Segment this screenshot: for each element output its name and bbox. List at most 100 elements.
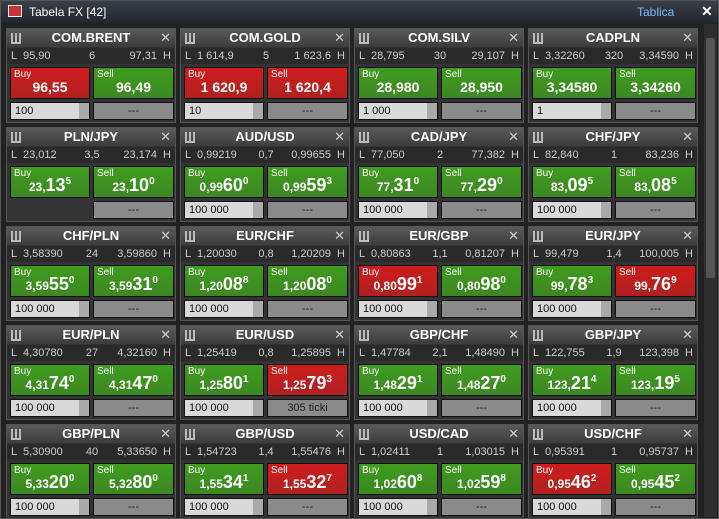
amount-input[interactable]: 1 000 (358, 102, 438, 120)
sell-button[interactable]: Sell 1,48270 (441, 364, 522, 396)
amount-spinner[interactable] (79, 103, 89, 119)
chart-icon[interactable] (185, 132, 195, 143)
buy-button[interactable]: Buy 4,31740 (10, 364, 90, 396)
amount-input[interactable]: 100 000 (532, 300, 612, 318)
amount-spinner[interactable] (253, 400, 263, 416)
tile-close[interactable]: ✕ (508, 327, 519, 342)
amount-spinner[interactable] (427, 103, 437, 119)
action-button[interactable]: --- (441, 201, 522, 219)
buy-button[interactable]: Buy 99,783 (532, 265, 612, 297)
sell-button[interactable]: Sell 123,195 (615, 364, 696, 396)
buy-button[interactable]: Buy 3,34580 (532, 67, 612, 99)
amount-spinner[interactable] (253, 202, 263, 218)
tile-close[interactable]: ✕ (160, 30, 171, 45)
chart-icon[interactable] (359, 132, 369, 143)
tile-close[interactable]: ✕ (682, 30, 693, 45)
scroll-thumb[interactable] (706, 38, 715, 278)
tile-close[interactable]: ✕ (508, 228, 519, 243)
chart-icon[interactable] (359, 429, 369, 440)
amount-input[interactable]: 100 000 (10, 498, 90, 516)
tile-close[interactable]: ✕ (334, 129, 345, 144)
action-button[interactable]: 305 ticki (267, 399, 348, 417)
tile-close[interactable]: ✕ (160, 327, 171, 342)
chart-icon[interactable] (185, 231, 195, 242)
amount-input[interactable]: 100 000 (184, 498, 264, 516)
action-button[interactable]: --- (93, 399, 174, 417)
chart-icon[interactable] (533, 132, 543, 143)
tile-close[interactable]: ✕ (334, 228, 345, 243)
buy-button[interactable]: Buy 1 620,9 (184, 67, 264, 99)
sell-button[interactable]: Sell 1,55327 (267, 463, 348, 495)
tile-close[interactable]: ✕ (160, 129, 171, 144)
sell-button[interactable]: Sell 0,95452 (615, 463, 696, 495)
amount-spinner[interactable] (601, 499, 611, 515)
amount-spinner[interactable] (427, 499, 437, 515)
sell-button[interactable]: Sell 0,99593 (267, 166, 348, 198)
chart-icon[interactable] (533, 33, 543, 44)
amount-spinner[interactable] (601, 301, 611, 317)
buy-button[interactable]: Buy 0,99600 (184, 166, 264, 198)
action-button[interactable]: --- (615, 399, 696, 417)
amount-input[interactable]: 100 000 (184, 399, 264, 417)
chart-icon[interactable] (533, 429, 543, 440)
sell-button[interactable]: Sell 3,34260 (615, 67, 696, 99)
amount-spinner[interactable] (79, 301, 89, 317)
tile-close[interactable]: ✕ (508, 30, 519, 45)
buy-button[interactable]: Buy 1,25801 (184, 364, 264, 396)
amount-input[interactable]: 100 000 (358, 399, 438, 417)
amount-spinner[interactable] (427, 400, 437, 416)
tile-close[interactable]: ✕ (682, 129, 693, 144)
action-button[interactable]: --- (441, 102, 522, 120)
action-button[interactable]: --- (441, 300, 522, 318)
amount-input[interactable]: 100 (10, 102, 90, 120)
amount-spinner[interactable] (79, 499, 89, 515)
chart-icon[interactable] (185, 33, 195, 44)
chart-icon[interactable] (359, 330, 369, 341)
sell-button[interactable]: Sell 1,02598 (441, 463, 522, 495)
chart-icon[interactable] (11, 33, 21, 44)
sell-button[interactable]: Sell 1 620,4 (267, 67, 348, 99)
sell-button[interactable]: Sell 3,59310 (93, 265, 174, 297)
chart-icon[interactable] (185, 330, 195, 341)
sell-button[interactable]: Sell 96,49 (93, 67, 174, 99)
tile-close[interactable]: ✕ (334, 327, 345, 342)
amount-spinner[interactable] (79, 400, 89, 416)
buy-button[interactable]: Buy 1,02608 (358, 463, 438, 495)
chart-icon[interactable] (533, 330, 543, 341)
amount-input[interactable]: 1 (532, 102, 612, 120)
chart-icon[interactable] (359, 231, 369, 242)
buy-button[interactable]: Buy 1,55341 (184, 463, 264, 495)
scrollbar[interactable] (704, 24, 717, 517)
sell-button[interactable]: Sell 1,25793 (267, 364, 348, 396)
action-button[interactable]: --- (615, 102, 696, 120)
buy-button[interactable]: Buy 0,80991 (358, 265, 438, 297)
action-button[interactable]: --- (93, 300, 174, 318)
action-button[interactable]: --- (615, 300, 696, 318)
amount-input[interactable]: 100 000 (358, 498, 438, 516)
tile-close[interactable]: ✕ (160, 426, 171, 441)
tile-close[interactable]: ✕ (160, 228, 171, 243)
buy-button[interactable]: Buy 3,59550 (10, 265, 90, 297)
sell-button[interactable]: Sell 77,290 (441, 166, 522, 198)
amount-input[interactable]: 100 000 (532, 399, 612, 417)
buy-button[interactable]: Buy 77,310 (358, 166, 438, 198)
mode-link[interactable]: Tablica (637, 5, 675, 19)
tile-close[interactable]: ✕ (508, 426, 519, 441)
action-button[interactable]: --- (267, 102, 348, 120)
buy-button[interactable]: Buy 123,214 (532, 364, 612, 396)
buy-button[interactable]: Buy 5,33200 (10, 463, 90, 495)
action-button[interactable]: --- (93, 102, 174, 120)
amount-input[interactable]: 100 000 (10, 300, 90, 318)
action-button[interactable]: --- (615, 498, 696, 516)
close-button[interactable]: ✕ (701, 3, 713, 19)
sell-button[interactable]: Sell 4,31470 (93, 364, 174, 396)
amount-input[interactable]: 10 (184, 102, 264, 120)
chart-icon[interactable] (533, 231, 543, 242)
action-button[interactable]: --- (267, 300, 348, 318)
sell-button[interactable]: Sell 99,769 (615, 265, 696, 297)
sell-button[interactable]: Sell 1,20080 (267, 265, 348, 297)
sell-button[interactable]: Sell 23,100 (93, 166, 174, 198)
sell-button[interactable]: Sell 83,085 (615, 166, 696, 198)
amount-spinner[interactable] (253, 499, 263, 515)
amount-spinner[interactable] (601, 400, 611, 416)
